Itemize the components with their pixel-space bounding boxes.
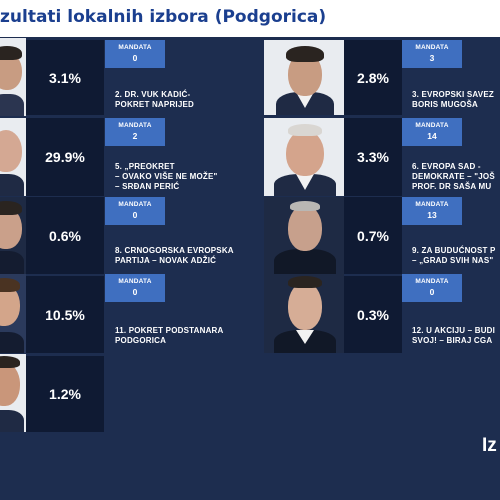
party-name: 2. DR. VUK KADIĆ- POKRET NAPRIJED — [115, 90, 194, 110]
party-name-line: 5. „PREOKRET — [115, 162, 175, 171]
party-name-line: 8. CRNOGORSKA EVROPSKA — [115, 246, 234, 255]
candidate-photo — [264, 197, 344, 274]
candidate-photo — [0, 274, 26, 353]
party-name-line: PODGORICA — [115, 336, 167, 345]
candidate-photo — [264, 40, 344, 115]
party-name-line: – OVAKO VIŠE NE MOŽE" — [115, 172, 218, 181]
percent-value: 0.7% — [357, 227, 389, 244]
mandata-badge: MANDATA 0 — [105, 40, 165, 68]
mandata-value: 3 — [429, 53, 435, 63]
percent-box: 1.2% — [26, 356, 104, 432]
candidate-photo — [0, 354, 26, 432]
percent-value: 0.6% — [49, 227, 81, 244]
candidate-photo — [264, 274, 344, 353]
mandata-label: MANDATA — [118, 44, 152, 51]
percent-value: 0.3% — [357, 306, 389, 323]
percent-box: 3.3% — [344, 118, 402, 196]
candidate-photo — [0, 197, 26, 274]
party-name-line: 11. POKRET PODSTANARA — [115, 326, 224, 335]
party-name-line: 12. U AKCIJU – BUDI — [412, 326, 496, 335]
party-name-line: PARTIJA – NOVAK ADŽIĆ — [115, 256, 217, 265]
mandata-badge: MANDATA 0 — [105, 274, 165, 302]
mandata-value: 2 — [132, 131, 138, 141]
mandata-label: MANDATA — [415, 44, 449, 51]
party-name: 12. U AKCIJU – BUDI SVOJ! – BIRAJ CGA — [412, 326, 495, 346]
party-name: 3. EVROPSKI SAVEZ BORIS MUGOŠA — [412, 90, 494, 110]
mandata-badge: MANDATA 2 — [105, 118, 165, 146]
mandata-label: MANDATA — [415, 278, 449, 285]
party-name: 6. EVROPA SAD - DEMOKRATE – "JOŠ PROF. D… — [412, 162, 495, 192]
mandata-label: MANDATA — [118, 201, 152, 208]
party-name: 5. „PREOKRET – OVAKO VIŠE NE MOŽE" – SRĐ… — [115, 162, 218, 192]
mandata-value: 0 — [132, 210, 138, 220]
party-name-line: SVOJ! – BIRAJ CGA — [412, 336, 493, 345]
percent-box: 3.1% — [26, 40, 104, 115]
party-name-line: – SRĐAN PERIĆ — [115, 182, 180, 191]
mandata-value: 0 — [429, 287, 435, 297]
percent-box: 0.6% — [26, 197, 104, 274]
mandata-badge: MANDATA 13 — [402, 197, 462, 225]
mandata-badge: MANDATA 0 — [105, 197, 165, 225]
candidate-photo — [0, 38, 26, 116]
party-name-line: POKRET NAPRIJED — [115, 100, 195, 109]
mandata-badge: MANDATA 3 — [402, 40, 462, 68]
percent-box: 2.8% — [344, 40, 402, 115]
percent-box: 0.7% — [344, 197, 402, 274]
title-bar: zultati lokalnih izbora (Podgorica) — [0, 0, 500, 37]
mandata-value: 14 — [427, 131, 437, 141]
percent-value: 2.8% — [357, 69, 389, 86]
party-name-line: 3. EVROPSKI SAVEZ — [412, 90, 494, 99]
mandata-value: 0 — [132, 53, 138, 63]
mandata-label: MANDATA — [415, 122, 449, 129]
mandata-value: 0 — [132, 287, 138, 297]
percent-value: 1.2% — [49, 386, 81, 402]
mandata-label: MANDATA — [415, 201, 449, 208]
party-name-line: – „GRAD SVIH NAS" — [412, 256, 494, 265]
percent-value: 3.3% — [357, 149, 389, 165]
percent-value: 29.9% — [45, 149, 85, 165]
percent-value: 10.5% — [45, 306, 85, 323]
party-name-line: DEMOKRATE – "JOŠ — [412, 172, 495, 181]
party-name-line: BORIS MUGOŠA — [412, 100, 478, 109]
party-name-line: 9. ZA BUDUĆNOST P — [412, 246, 496, 255]
percent-box: 29.9% — [26, 118, 104, 196]
party-name-line: 6. EVROPA SAD - — [412, 162, 481, 171]
party-name-line: PROF. DR SAŠA MU — [412, 182, 492, 191]
party-name: 8. CRNOGORSKA EVROPSKA PARTIJA – NOVAK A… — [115, 246, 234, 266]
percent-value: 3.1% — [49, 69, 81, 86]
mandata-label: MANDATA — [118, 278, 152, 285]
candidate-photo — [0, 118, 26, 196]
party-name: 11. POKRET PODSTANARA PODGORICA — [115, 326, 224, 346]
percent-box: 0.3% — [344, 276, 402, 353]
percent-box: 10.5% — [26, 276, 104, 353]
mandata-badge: MANDATA 0 — [402, 274, 462, 302]
page-title: zultati lokalnih izbora (Podgorica) — [0, 7, 327, 27]
party-name: 9. ZA BUDUĆNOST P – „GRAD SVIH NAS" — [412, 246, 496, 266]
mandata-value: 13 — [427, 210, 437, 220]
candidate-photo — [264, 118, 344, 196]
mandata-badge: MANDATA 14 — [402, 118, 462, 146]
mandata-label: MANDATA — [118, 122, 152, 129]
party-name-line: 2. DR. VUK KADIĆ- — [115, 90, 191, 99]
brand-logo-text: Iz — [482, 435, 497, 456]
